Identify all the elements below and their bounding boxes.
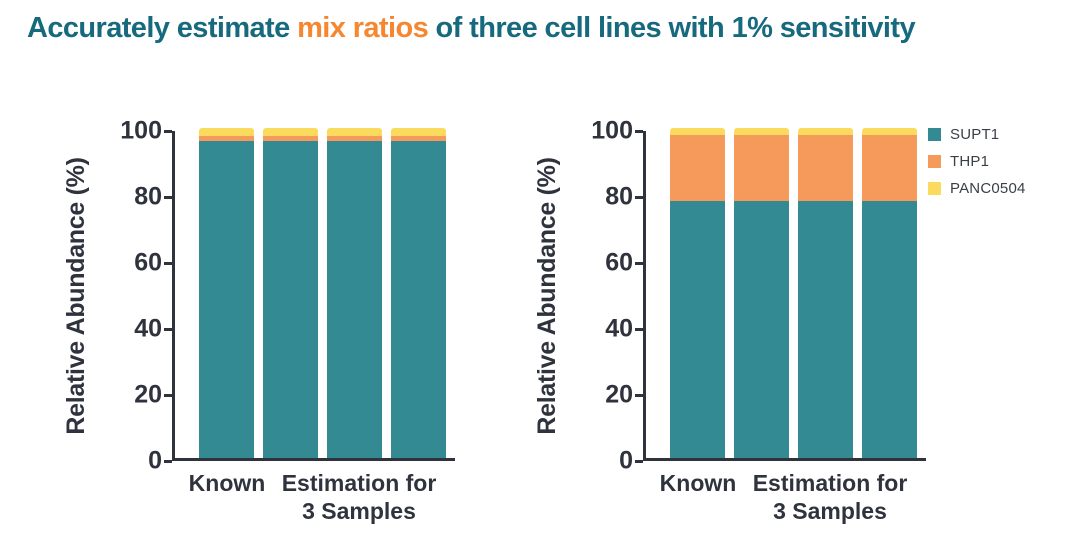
y-tick-label: 0	[148, 446, 162, 475]
y-axis-title-left: Relative Abundance (%)	[62, 157, 90, 435]
bar-segment-panc0504	[391, 128, 446, 137]
legend-swatch-thp1	[928, 155, 941, 168]
bar-segment-supt1	[862, 200, 917, 458]
bar-segment-supt1	[670, 200, 725, 458]
y-tick-label: 100	[120, 116, 162, 145]
y-tick-mark	[164, 327, 172, 331]
y-tick-label: 60	[134, 248, 162, 277]
bar-segment-thp1	[670, 134, 725, 201]
x-tick-label-estimation-left: Estimation for 3 Samples	[281, 470, 437, 524]
title-text-left: Accurately estimate	[27, 12, 298, 44]
bar-segment-panc0504	[199, 128, 254, 137]
bar-segment-supt1	[798, 200, 853, 458]
y-tick-label: 0	[619, 446, 633, 475]
y-tick-label: 60	[605, 248, 633, 277]
bar-sample-2	[327, 128, 382, 458]
bar-segment-panc0504	[263, 128, 318, 137]
y-tick-mark	[635, 261, 643, 265]
plot-area-left: 0 20 40 60 80 100	[120, 118, 455, 473]
bar-segment-supt1	[734, 200, 789, 458]
y-tick-mark	[164, 459, 172, 463]
bar-segment-panc0504	[670, 128, 725, 135]
plot-area-right: 0 20 40 60 80 100	[591, 118, 926, 473]
bar-segment-supt1	[199, 141, 254, 458]
bar-sample-1	[263, 128, 318, 458]
y-tick-label: 20	[134, 380, 162, 409]
y-tick-mark	[164, 261, 172, 265]
x-tick-label-known-left: Known	[188, 470, 266, 496]
bar-known	[199, 128, 254, 458]
y-tick-mark	[164, 129, 172, 133]
y-tick-mark	[635, 393, 643, 397]
bar-segment-thp1	[263, 136, 318, 142]
bar-segment-panc0504	[862, 128, 917, 135]
legend-item-panc0504: PANC0504	[928, 175, 1026, 202]
x-tick-label-estimation-right: Estimation for 3 Samples	[752, 470, 908, 524]
x-tick-label-known-right: Known	[659, 470, 737, 496]
legend-item-thp1: THP1	[928, 148, 1026, 175]
legend-label-panc0504: PANC0504	[950, 180, 1026, 197]
y-tick-label: 40	[605, 314, 633, 343]
y-tick-label: 40	[134, 314, 162, 343]
legend-label-supt1: SUPT1	[950, 126, 1000, 143]
y-tick-mark	[635, 129, 643, 133]
bar-segment-thp1	[734, 134, 789, 201]
title-accent: mix ratios	[297, 12, 429, 44]
y-tick-mark	[164, 393, 172, 397]
bar-sample-1	[734, 128, 789, 458]
y-tick-mark	[164, 195, 172, 199]
bar-segment-supt1	[263, 141, 318, 458]
page-title: Accurately estimate mix ratios of three …	[27, 12, 916, 45]
legend: SUPT1 THP1 PANC0504	[928, 121, 1026, 202]
y-axis-title-right: Relative Abundance (%)	[533, 157, 561, 435]
bar-segment-thp1	[327, 136, 382, 142]
bar-segment-thp1	[798, 134, 853, 201]
bar-known	[670, 128, 725, 458]
bar-segment-thp1	[391, 136, 446, 142]
bar-sample-2	[798, 128, 853, 458]
bar-segment-thp1	[199, 136, 254, 142]
bar-sample-3	[862, 128, 917, 458]
bar-segment-panc0504	[327, 128, 382, 137]
legend-item-supt1: SUPT1	[928, 121, 1026, 148]
legend-swatch-panc0504	[928, 182, 941, 195]
y-tick-label: 80	[134, 182, 162, 211]
y-tick-label: 80	[605, 182, 633, 211]
y-tick-mark	[635, 195, 643, 199]
y-tick-mark	[635, 459, 643, 463]
y-tick-label: 20	[605, 380, 633, 409]
bar-sample-3	[391, 128, 446, 458]
bar-segment-supt1	[327, 141, 382, 458]
bar-segment-panc0504	[798, 128, 853, 135]
bar-segment-panc0504	[734, 128, 789, 135]
title-text-right: of three cell lines with 1% sensitivity	[428, 12, 916, 44]
bar-segment-thp1	[862, 134, 917, 201]
y-tick-mark	[635, 327, 643, 331]
legend-label-thp1: THP1	[950, 153, 990, 170]
legend-swatch-supt1	[928, 128, 941, 141]
y-tick-label: 100	[591, 116, 633, 145]
bar-segment-supt1	[391, 141, 446, 458]
